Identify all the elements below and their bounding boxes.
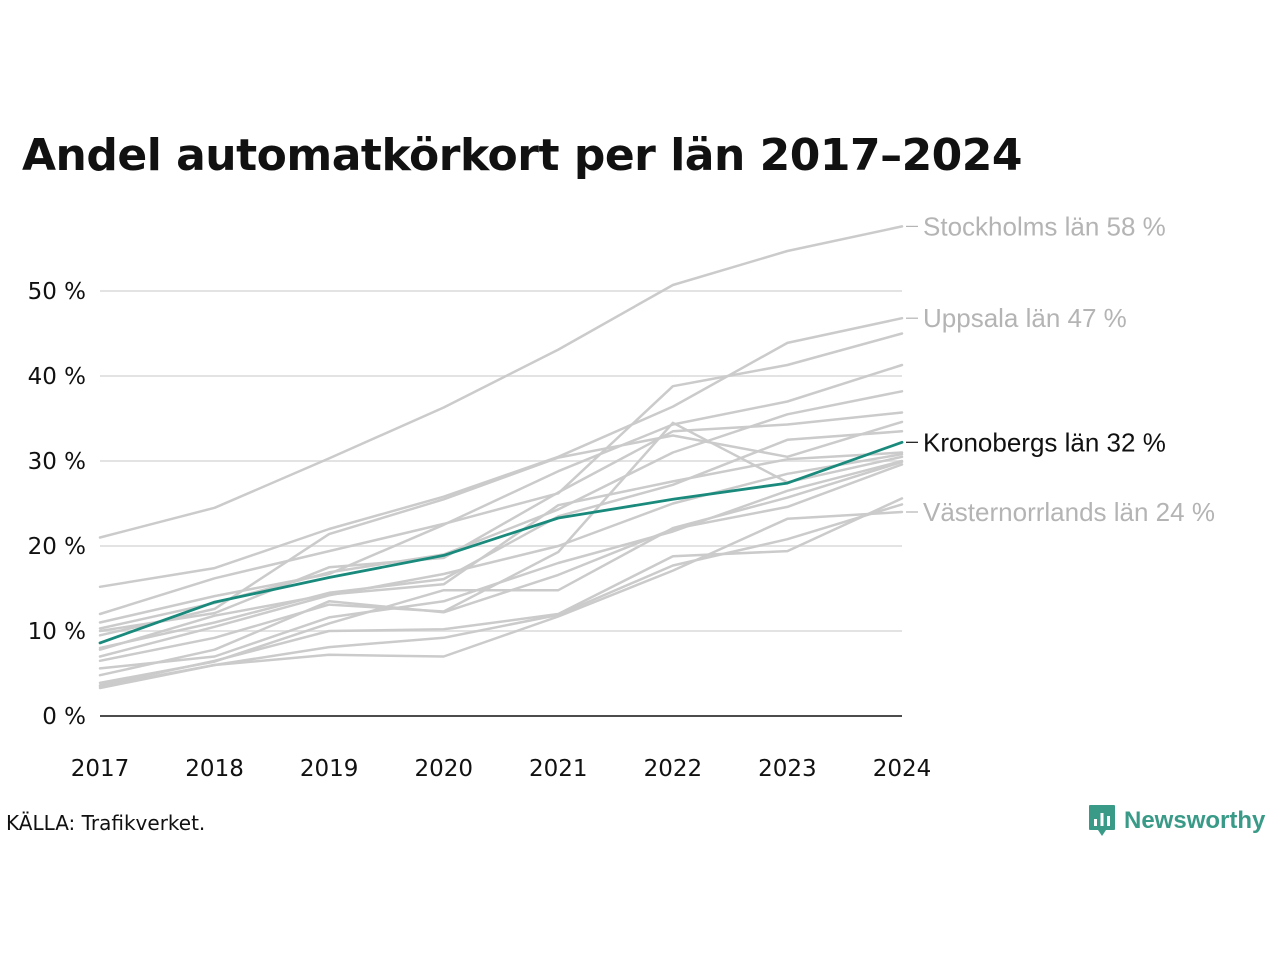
bar-chart-speech-bubble-icon	[1089, 805, 1115, 836]
x-tick-label: 2017	[71, 756, 130, 782]
series-line	[98, 460, 904, 685]
series-label: Kronobergs län 32 %	[923, 427, 1166, 457]
highlight-series	[98, 440, 904, 645]
brand-name: Newsworthy	[1124, 807, 1266, 834]
x-tick-label: 2021	[529, 756, 588, 782]
series-label: Västernorrlands län 24 %	[923, 497, 1215, 527]
x-tick-label: 2020	[414, 756, 473, 782]
x-tick-label: 2018	[185, 756, 244, 782]
series-line	[98, 463, 904, 677]
series-line	[98, 332, 904, 616]
highlight-line	[98, 440, 904, 645]
y-axis-ticks: 0 % 10 % 20 % 30 % 40 % 50 %	[28, 279, 86, 730]
background-series	[98, 225, 904, 690]
y-tick-label: 20 %	[28, 534, 86, 560]
brand-logo: Newsworthy	[1088, 804, 1265, 838]
x-tick-label: 2024	[873, 756, 932, 782]
gridlines	[100, 290, 902, 717]
series-labels: Stockholms län 58 % Uppsala län 47 % Krono…	[906, 211, 1215, 527]
series-line	[98, 411, 904, 633]
series-label: Uppsala län 47 %	[923, 303, 1127, 333]
series-label: Stockholms län 58 %	[923, 211, 1166, 241]
y-tick-label: 30 %	[28, 449, 86, 475]
y-tick-label: 50 %	[28, 279, 86, 305]
source-note: KÄLLA: Trafikverket.	[6, 811, 206, 835]
series-line	[98, 452, 904, 658]
series-line	[98, 510, 904, 690]
y-tick-label: 40 %	[28, 364, 86, 390]
series-line	[98, 316, 904, 589]
x-tick-label: 2019	[300, 756, 359, 782]
x-axis-ticks: 2017 2018 2019 2020 2021 2022 2023 2024	[71, 756, 932, 782]
series-line	[98, 420, 904, 637]
y-tick-label: 10 %	[28, 619, 86, 645]
series-line	[98, 225, 904, 539]
series-line	[98, 430, 904, 650]
x-tick-label: 2022	[644, 756, 703, 782]
x-tick-label: 2023	[758, 756, 817, 782]
chart-title: Andel automatkörkort per län 2017–2024	[22, 130, 1023, 181]
series-line	[98, 503, 904, 688]
series-line	[98, 451, 904, 651]
series-line	[98, 363, 904, 624]
series-line	[98, 497, 904, 687]
series-line	[98, 459, 904, 670]
y-tick-label: 0 %	[42, 704, 86, 730]
